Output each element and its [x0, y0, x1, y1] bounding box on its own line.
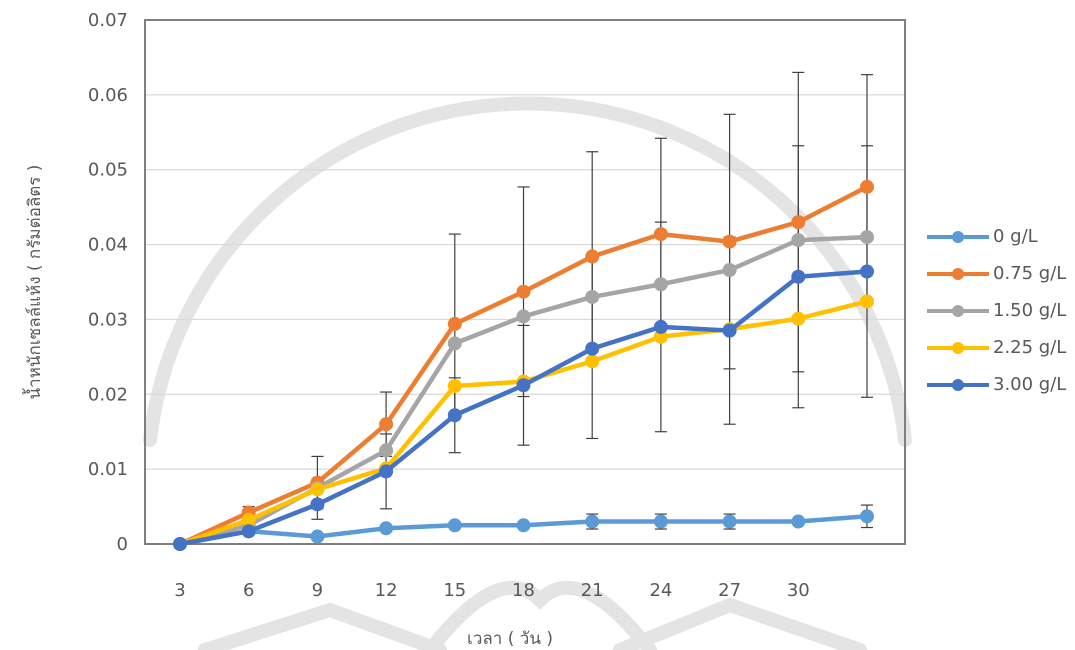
legend-swatch-icon: [927, 231, 989, 243]
data-point: [791, 311, 806, 326]
legend-item-0: 0 g/L: [915, 222, 1073, 259]
error-bars: [242, 71, 873, 530]
data-point: [791, 514, 806, 529]
x-axis-title: เวลา ( วัน ): [467, 629, 553, 649]
data-point: [241, 513, 256, 528]
data-point: [516, 284, 531, 299]
x-tick-label: 15: [443, 580, 466, 601]
legend-swatch-icon: [927, 379, 989, 391]
data-point: [653, 319, 668, 334]
legend: 0 g/L 0.75 g/L 1.50 g/L 2.25 g/L 3.00 g/…: [915, 222, 1073, 407]
data-point: [653, 514, 668, 529]
x-tick-label: 30: [787, 580, 810, 601]
legend-label: 0 g/L: [993, 226, 1038, 247]
data-point: [653, 227, 668, 242]
y-tick-label: 0.04: [88, 235, 128, 256]
data-series: [173, 179, 874, 551]
series-4: [173, 264, 874, 551]
data-point: [791, 269, 806, 284]
data-point: [653, 329, 668, 344]
legend-item-4: 3.00 g/L: [915, 370, 1073, 407]
x-tick-label: 12: [375, 580, 398, 601]
data-point: [447, 316, 462, 331]
legend-swatch-marker: [952, 268, 964, 280]
data-point: [173, 537, 187, 551]
data-point: [447, 408, 462, 423]
y-tick-label: 0: [117, 534, 128, 555]
data-point: [241, 524, 256, 539]
x-tick-label: 18: [512, 580, 535, 601]
data-point: [653, 277, 668, 292]
data-point: [379, 417, 394, 432]
x-tick-label: 21: [581, 580, 604, 601]
data-point: [310, 497, 325, 512]
x-tick-label: 27: [718, 580, 741, 601]
data-point: [722, 263, 737, 278]
legend-swatch-marker: [952, 342, 964, 354]
x-tick-label: 24: [649, 580, 672, 601]
data-point: [722, 234, 737, 249]
legend-item-1: 0.75 g/L: [915, 259, 1073, 296]
legend-swatch-icon: [927, 305, 989, 317]
y-axis-ticks: 0 0.01 0.02 0.03 0.04 0.05 0.06 0.07: [88, 10, 128, 555]
data-point: [860, 264, 874, 279]
y-axis-title: น้ำหนักเซลล์แห้ง ( กรัมต่อลิตร ): [22, 165, 45, 400]
plot-area-border: [144, 19, 906, 545]
data-point: [447, 518, 462, 533]
y-tick-label: 0.06: [88, 85, 128, 106]
data-point: [860, 509, 874, 524]
x-axis-ticks: 3 6 9 12 15 18 21 24 27 30: [174, 580, 809, 601]
y-tick-label: 0.02: [88, 384, 128, 405]
legend-swatch-marker: [952, 231, 964, 243]
legend-swatch-marker: [952, 305, 964, 317]
data-point: [447, 379, 462, 394]
x-tick-label: 3: [174, 580, 185, 601]
data-point: [860, 294, 874, 309]
y-tick-label: 0.03: [88, 309, 128, 330]
data-point: [310, 529, 325, 544]
data-point: [860, 230, 874, 245]
data-point: [585, 341, 600, 356]
data-point: [585, 354, 600, 369]
legend-label: 2.25 g/L: [993, 337, 1067, 358]
legend-label: 3.00 g/L: [993, 374, 1067, 395]
data-point: [860, 179, 874, 194]
y-tick-label: 0.07: [88, 10, 128, 31]
data-point: [791, 233, 806, 248]
data-point: [379, 521, 394, 536]
legend-swatch-icon: [927, 268, 989, 280]
data-point: [379, 443, 394, 458]
data-point: [516, 378, 531, 393]
data-point: [585, 249, 600, 264]
legend-swatch-icon: [927, 342, 989, 354]
legend-item-2: 1.50 g/L: [915, 296, 1073, 333]
legend-label: 0.75 g/L: [993, 263, 1067, 284]
series-1: [173, 179, 874, 551]
data-point: [379, 464, 394, 479]
legend-item-3: 2.25 g/L: [915, 333, 1073, 370]
data-point: [516, 518, 531, 533]
x-tick-label: 6: [243, 580, 254, 601]
legend-label: 1.50 g/L: [993, 300, 1067, 321]
y-tick-label: 0.01: [88, 459, 128, 480]
data-point: [791, 215, 806, 230]
y-tick-label: 0.05: [88, 160, 128, 181]
data-point: [722, 514, 737, 529]
data-point: [516, 309, 531, 324]
x-tick-label: 9: [312, 580, 323, 601]
legend-swatch-marker: [952, 379, 964, 391]
data-point: [585, 514, 600, 529]
data-point: [722, 323, 737, 338]
data-point: [447, 336, 462, 351]
data-point: [310, 482, 325, 497]
data-point: [585, 289, 600, 304]
